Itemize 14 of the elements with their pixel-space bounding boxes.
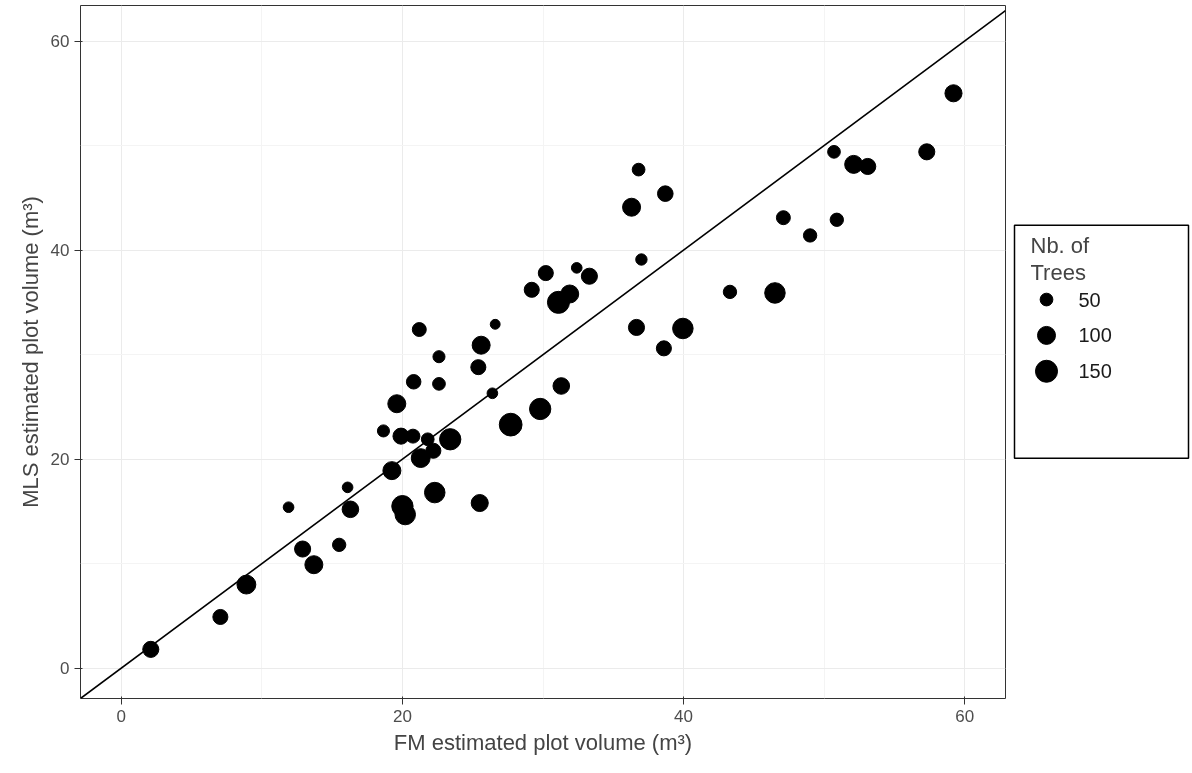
x-axis-title: FM estimated plot volume (m³)	[393, 729, 693, 755]
y-tick-label: 0	[60, 659, 70, 679]
y-tick-label: 40	[50, 241, 70, 261]
legend-label: 50	[1078, 288, 1101, 311]
x-tick-label: 40	[674, 706, 694, 726]
y-axis-title: MLS estimated plot volume (m³)	[17, 196, 43, 508]
y-tick-label: 60	[50, 32, 70, 52]
legend-label: 150	[1078, 360, 1112, 383]
legend-label: 100	[1078, 324, 1112, 347]
x-tick-label: 20	[392, 706, 412, 726]
x-tick-label: 60	[955, 706, 975, 726]
y-tick-label: 20	[50, 450, 70, 470]
legend-title: Nb. of Trees	[1030, 233, 1091, 286]
x-tick-label: 0	[116, 706, 127, 726]
